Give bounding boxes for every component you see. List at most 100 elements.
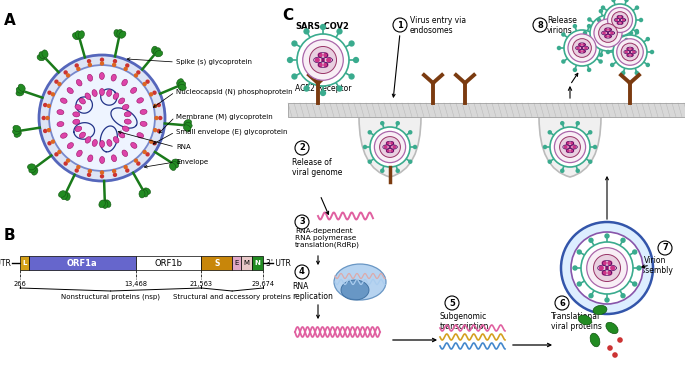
Circle shape bbox=[624, 0, 629, 2]
Circle shape bbox=[566, 141, 570, 145]
Circle shape bbox=[47, 104, 51, 108]
Text: RNA-dependent
RNA polymerase
translation(RdRp): RNA-dependent RNA polymerase translation… bbox=[295, 228, 360, 248]
Circle shape bbox=[620, 15, 623, 19]
Circle shape bbox=[587, 17, 592, 22]
Ellipse shape bbox=[172, 159, 179, 165]
Text: M: M bbox=[244, 260, 249, 266]
Ellipse shape bbox=[78, 31, 84, 39]
Circle shape bbox=[583, 31, 587, 35]
Ellipse shape bbox=[16, 90, 24, 96]
Circle shape bbox=[557, 46, 561, 50]
Ellipse shape bbox=[58, 191, 66, 197]
Text: ORF1a: ORF1a bbox=[67, 259, 98, 267]
Circle shape bbox=[555, 296, 569, 310]
Ellipse shape bbox=[107, 139, 112, 146]
Text: 1: 1 bbox=[397, 21, 403, 29]
Ellipse shape bbox=[18, 84, 25, 91]
Ellipse shape bbox=[123, 126, 129, 132]
Circle shape bbox=[388, 146, 392, 149]
Circle shape bbox=[613, 35, 647, 69]
Circle shape bbox=[390, 149, 394, 153]
Ellipse shape bbox=[131, 87, 137, 93]
Circle shape bbox=[621, 293, 625, 298]
Circle shape bbox=[395, 168, 400, 173]
Circle shape bbox=[604, 34, 608, 38]
Circle shape bbox=[320, 24, 326, 30]
Text: 3: 3 bbox=[299, 217, 305, 226]
Circle shape bbox=[393, 145, 397, 149]
Circle shape bbox=[66, 73, 71, 78]
Ellipse shape bbox=[88, 155, 93, 162]
Circle shape bbox=[608, 260, 612, 265]
Circle shape bbox=[607, 345, 613, 351]
Ellipse shape bbox=[60, 98, 67, 103]
Text: 2: 2 bbox=[299, 144, 305, 152]
Circle shape bbox=[560, 121, 564, 125]
Circle shape bbox=[626, 53, 630, 57]
Text: 5' UTR: 5' UTR bbox=[0, 259, 11, 267]
Circle shape bbox=[134, 73, 138, 78]
Circle shape bbox=[619, 19, 621, 21]
Circle shape bbox=[582, 50, 586, 53]
Circle shape bbox=[582, 43, 586, 46]
Text: C: C bbox=[282, 8, 293, 23]
Circle shape bbox=[630, 47, 634, 50]
Circle shape bbox=[303, 40, 343, 80]
Ellipse shape bbox=[64, 192, 70, 200]
Circle shape bbox=[578, 50, 582, 53]
Circle shape bbox=[297, 34, 349, 86]
Text: Small envelope (E) glycoprotein: Small envelope (E) glycoprotein bbox=[176, 129, 288, 135]
Circle shape bbox=[323, 53, 329, 58]
Circle shape bbox=[608, 28, 612, 31]
Circle shape bbox=[624, 44, 629, 49]
Ellipse shape bbox=[114, 29, 120, 38]
Circle shape bbox=[621, 43, 639, 61]
Circle shape bbox=[601, 5, 606, 10]
Circle shape bbox=[149, 92, 153, 96]
Circle shape bbox=[612, 12, 628, 28]
Circle shape bbox=[136, 161, 140, 166]
Circle shape bbox=[624, 17, 629, 22]
Ellipse shape bbox=[12, 128, 21, 134]
Ellipse shape bbox=[184, 120, 192, 126]
Circle shape bbox=[616, 39, 643, 65]
FancyBboxPatch shape bbox=[20, 256, 29, 270]
Circle shape bbox=[375, 132, 406, 163]
Circle shape bbox=[384, 145, 388, 149]
Circle shape bbox=[599, 59, 603, 64]
Ellipse shape bbox=[139, 190, 145, 198]
Text: N: N bbox=[255, 260, 260, 266]
Circle shape bbox=[590, 15, 626, 51]
Ellipse shape bbox=[73, 33, 79, 40]
Circle shape bbox=[581, 46, 584, 50]
Ellipse shape bbox=[85, 93, 90, 99]
Ellipse shape bbox=[27, 164, 36, 170]
Circle shape bbox=[658, 241, 672, 255]
Circle shape bbox=[608, 34, 612, 38]
Ellipse shape bbox=[16, 87, 24, 93]
Circle shape bbox=[547, 159, 552, 164]
Circle shape bbox=[100, 61, 104, 66]
Circle shape bbox=[353, 57, 359, 63]
Circle shape bbox=[153, 128, 158, 132]
Circle shape bbox=[632, 249, 638, 255]
Text: Envelope: Envelope bbox=[176, 159, 208, 165]
Circle shape bbox=[152, 141, 157, 146]
Circle shape bbox=[550, 127, 590, 167]
Ellipse shape bbox=[37, 55, 45, 61]
Ellipse shape bbox=[119, 31, 126, 38]
Ellipse shape bbox=[117, 29, 123, 37]
Circle shape bbox=[603, 46, 607, 50]
Circle shape bbox=[113, 59, 117, 63]
Circle shape bbox=[100, 58, 104, 62]
Circle shape bbox=[43, 103, 47, 107]
Circle shape bbox=[136, 70, 140, 75]
Circle shape bbox=[599, 9, 603, 14]
Circle shape bbox=[88, 169, 92, 173]
Ellipse shape bbox=[178, 81, 186, 88]
Ellipse shape bbox=[606, 322, 618, 334]
Ellipse shape bbox=[67, 87, 73, 94]
Circle shape bbox=[57, 150, 62, 154]
Circle shape bbox=[386, 141, 390, 145]
Circle shape bbox=[75, 168, 79, 173]
